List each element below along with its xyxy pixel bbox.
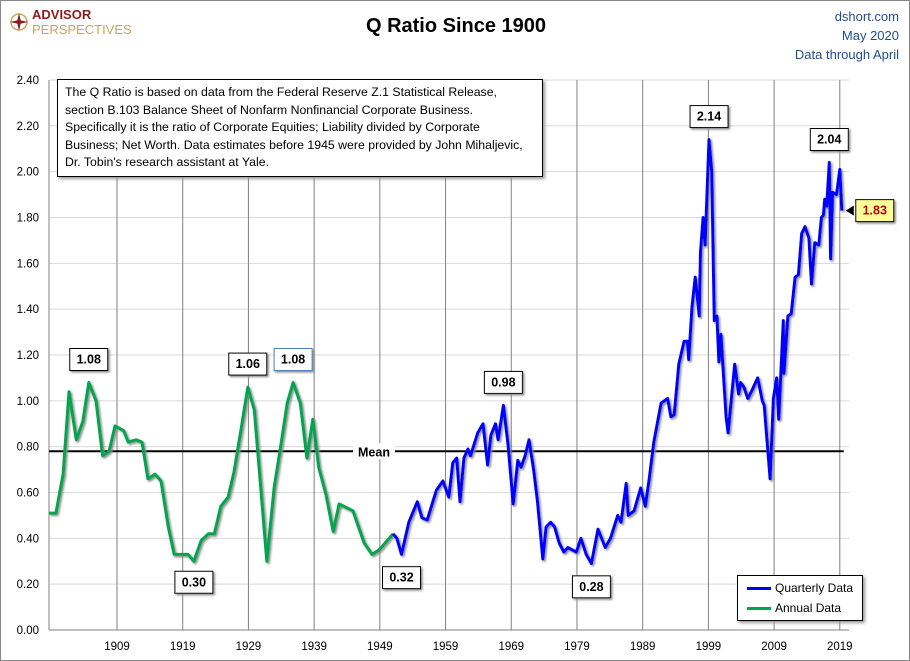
y-tick-label: 0.00 — [17, 625, 39, 637]
legend-item-quarterly: Quarterly Data — [747, 578, 862, 598]
annotation-0.32: 0.32 — [382, 566, 422, 590]
y-tick-label: 0.40 — [17, 533, 39, 545]
y-tick-label: 1.20 — [17, 350, 39, 362]
annotation-1.08: 1.08 — [273, 348, 313, 371]
chart-title: Q Ratio Since 1900 — [365, 15, 547, 37]
y-tick-label: 0.20 — [17, 579, 39, 591]
x-tick-label: 1989 — [630, 641, 656, 653]
source-info: dshort.com May 2020 Data through April — [795, 7, 899, 64]
legend-label-annual: Annual Data — [775, 601, 842, 615]
annotation-box — [689, 105, 729, 129]
annotation-label: 1.08 — [281, 353, 305, 367]
annotation-label: 0.32 — [389, 571, 413, 585]
methodology-note: The Q Ratio is based on data from the Fe… — [57, 79, 543, 177]
x-tick-label: 2009 — [761, 641, 787, 653]
legend-swatch-quarterly — [747, 586, 771, 590]
annotation-box — [69, 348, 109, 371]
x-tick-label: 1949 — [367, 641, 393, 653]
series-line-annual — [49, 381, 395, 563]
x-tick-label: 1919 — [170, 641, 196, 653]
annotation-box — [174, 570, 214, 594]
y-tick-label: 1.80 — [17, 213, 39, 225]
y-tick-label: 0.80 — [17, 442, 39, 454]
legend-swatch-annual — [747, 606, 771, 610]
annotation-label: 1.08 — [77, 353, 101, 367]
x-tick-label: 2019 — [827, 641, 853, 653]
x-tick-label: 1999 — [696, 641, 722, 653]
advisor-perspectives-logo: ADVISOR PERSPECTIVES — [9, 7, 132, 37]
annotation-2.04: 2.04 — [809, 128, 849, 151]
annotation-1.83: 1.83 — [845, 199, 895, 223]
annotation-0.28: 0.28 — [571, 575, 611, 599]
y-tick-label: 1.60 — [17, 258, 39, 270]
y-tick-label: 1.40 — [17, 304, 39, 316]
annotation-box — [855, 199, 895, 223]
mean-label-bg — [353, 443, 395, 460]
annotation-0.30: 0.30 — [174, 570, 214, 594]
x-tick-label: 1909 — [104, 641, 130, 653]
legend: Quarterly Data Annual Data — [737, 575, 863, 621]
x-tick-label: 1959 — [433, 641, 459, 653]
logo-line2: PERSPECTIVES — [32, 22, 132, 37]
data-through: Data through April — [794, 47, 899, 62]
y-tick-label: 2.40 — [17, 75, 39, 87]
annotation-2.14: 2.14 — [689, 105, 729, 129]
source-site: dshort.com — [834, 9, 899, 24]
annotation-label: 0.28 — [579, 580, 603, 594]
latest-arrow-icon — [845, 205, 854, 216]
annotation-box — [228, 352, 268, 376]
compass-icon — [10, 13, 28, 31]
annotation-box — [571, 575, 611, 599]
annotation-box — [273, 348, 313, 371]
publish-date: May 2020 — [841, 28, 899, 43]
annotation-box — [809, 128, 849, 151]
annotation-label: 0.30 — [182, 575, 206, 589]
y-tick-label: 0.60 — [17, 488, 39, 500]
legend-label-quarterly: Quarterly Data — [775, 581, 854, 595]
annotation-0.98: 0.98 — [483, 370, 523, 394]
annotation-label: 1.06 — [236, 357, 260, 371]
x-tick-label: 1979 — [564, 641, 590, 653]
x-tick-label: 1939 — [301, 641, 327, 653]
logo-line1: ADVISOR — [32, 7, 92, 22]
annotation-box — [382, 566, 422, 590]
x-tick-label: 1969 — [498, 641, 524, 653]
legend-item-annual: Annual Data — [747, 598, 862, 618]
y-tick-label: 1.00 — [17, 396, 39, 408]
annotation-1.06: 1.06 — [228, 352, 268, 376]
x-tick-label: 1929 — [236, 641, 262, 653]
annotation-label: 0.98 — [491, 375, 515, 389]
annotation-box — [483, 370, 523, 394]
series-line-quarterly — [391, 138, 844, 565]
annotation-label: 2.14 — [697, 110, 721, 124]
annotation-1.08: 1.08 — [69, 348, 109, 371]
y-tick-label: 2.20 — [17, 121, 39, 133]
annotation-label: 2.04 — [817, 133, 841, 147]
y-tick-label: 2.00 — [17, 167, 39, 179]
mean-label: Mean — [358, 445, 390, 459]
annotation-label: 1.83 — [863, 204, 887, 218]
